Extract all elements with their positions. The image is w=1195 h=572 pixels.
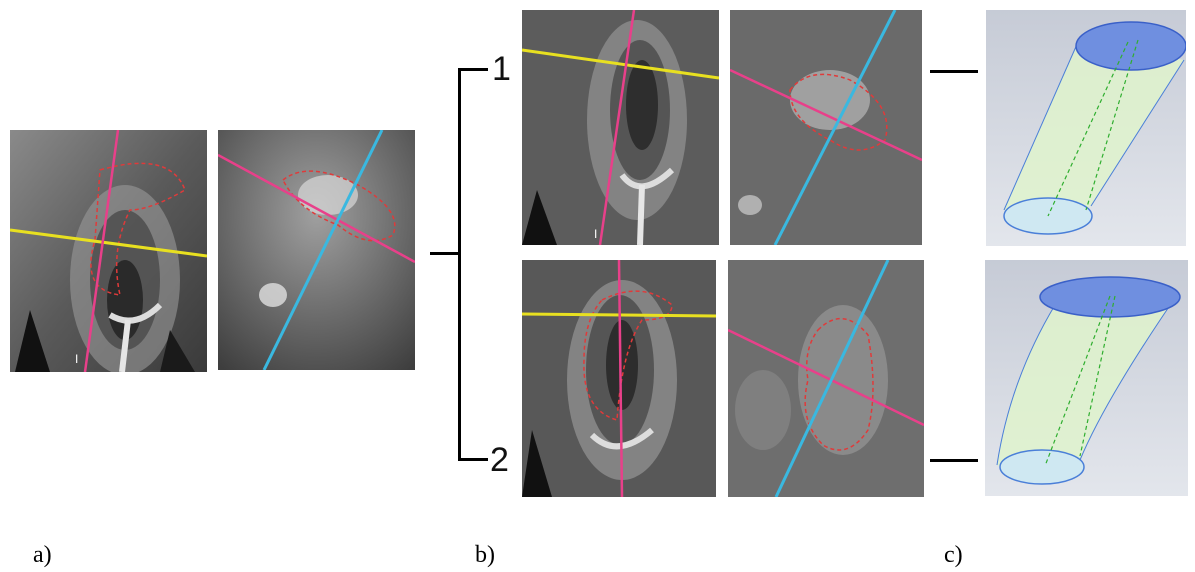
slice-marker: I [594,227,598,241]
caption-c: c) [944,542,963,568]
panel-b2-cross-section-ct [728,260,924,497]
panel-c1-3d-model [986,10,1186,246]
panel-b2-sagittal-ct [522,260,716,497]
slice-marker: I [75,352,79,366]
bracket-vertical [458,68,461,461]
bracket-bottom [458,458,488,461]
case-label-1: 1 [492,50,511,88]
case-label-2: 2 [490,441,509,479]
bracket-top [458,68,488,71]
connector-line [930,459,978,462]
panel-b1-sagittal-ct: I [522,10,719,245]
connector-line [430,252,460,255]
panel-a-sagittal-ct: I [10,130,207,372]
caption-b: b) [475,542,495,568]
panel-b1-cross-section-ct [730,10,922,245]
caption-a: a) [33,542,52,568]
connector-line [930,70,978,73]
panel-c2-3d-model [985,260,1188,496]
panel-a-cross-section-ct [218,130,415,370]
